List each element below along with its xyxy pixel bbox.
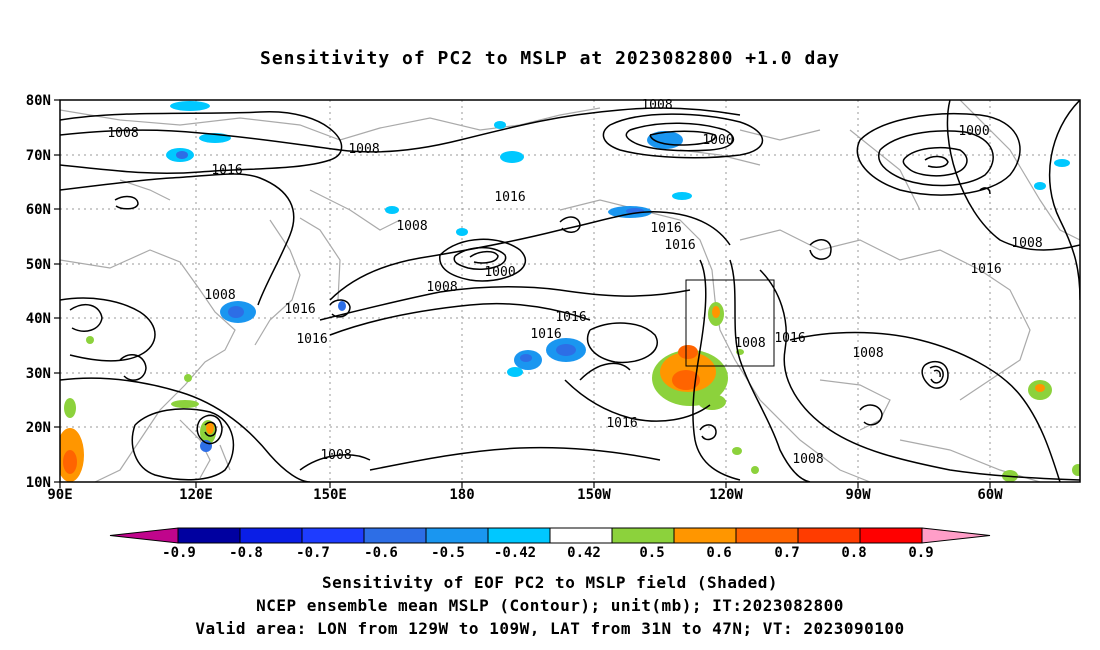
colorbar-low-triangle [109, 527, 179, 544]
lon-label: 180 [449, 487, 474, 503]
lon-label: 150W [577, 487, 611, 503]
lat-label: 60N [26, 202, 51, 218]
contour-label: 1008 [734, 336, 765, 351]
contour-label: 1016 [211, 163, 242, 178]
colorbar-label: 0.6 [706, 545, 731, 561]
contour-label: 1016 [650, 221, 681, 236]
colorbar-swatch [301, 527, 365, 544]
colorbar-label: 0.7 [774, 545, 799, 561]
colorbar-swatch [611, 527, 675, 544]
axis-ticks [54, 99, 991, 488]
contour-label: 1016 [970, 262, 1001, 277]
contour-label: 1016 [555, 310, 586, 325]
contour-label: 1008 [1011, 236, 1042, 251]
contour-label: 1000 [484, 265, 515, 280]
contour-label: 1008 [426, 280, 457, 295]
colorbar-label: 0.8 [841, 545, 866, 561]
contour-label: 1000 [702, 133, 733, 148]
lon-label: 90W [845, 487, 871, 503]
colorbar-swatch [177, 527, 241, 544]
lat-label: 10N [26, 475, 51, 491]
colorbar-labels: -0.9 -0.8 -0.7 -0.6 -0.5 -0.42 0.42 0.5 … [162, 545, 934, 561]
lat-label: 30N [26, 366, 51, 382]
contour-label: 1008 [320, 448, 351, 463]
contour-label: 1016 [530, 327, 561, 342]
footer-caption-1: Sensitivity of EOF PC2 to MSLP field (Sh… [322, 573, 778, 592]
colorbar [109, 527, 991, 544]
colorbar-swatch [735, 527, 799, 544]
contour-label: 1016 [296, 332, 327, 347]
contour-label: 1016 [606, 416, 637, 431]
contour-label: 1008 [348, 142, 379, 157]
footer-caption-2: NCEP ensemble mean MSLP (Contour); unit(… [256, 596, 844, 615]
colorbar-label: 0.42 [567, 545, 601, 561]
page-title: Sensitivity of PC2 to MSLP at 2023082800… [259, 48, 840, 69]
lat-label: 70N [26, 148, 51, 164]
contour-label: 1008 [204, 288, 235, 303]
colorbar-label: 0.5 [639, 545, 664, 561]
colorbar-label: -0.42 [494, 545, 536, 561]
colorbar-high-triangle [921, 527, 991, 544]
contour-label: 1016 [494, 190, 525, 205]
contour-label: 1016 [284, 302, 315, 317]
lon-label: 120E [179, 487, 213, 503]
map-frame [59, 99, 1081, 483]
contour-label: 1008 [396, 219, 427, 234]
lon-label: 60W [977, 487, 1003, 503]
colorbar-label: -0.9 [162, 545, 196, 561]
lon-label: 150E [313, 487, 347, 503]
footer-caption-3: Valid area: LON from 129W to 109W, LAT f… [195, 619, 905, 638]
lat-label: 50N [26, 257, 51, 273]
mslp-contours [60, 100, 1080, 482]
colorbar-swatch [549, 527, 613, 544]
sensitivity-shading [60, 101, 1080, 482]
latitude-labels: 80N 70N 60N 50N 40N 30N 20N 10N [26, 93, 51, 491]
contour-label: 1016 [774, 331, 805, 346]
colorbar-swatch [797, 527, 861, 544]
lat-label: 40N [26, 311, 51, 327]
colorbar-label: 0.9 [908, 545, 933, 561]
lat-label: 80N [26, 93, 51, 109]
colorbar-label: -0.6 [364, 545, 398, 561]
contour-label: 1008 [107, 126, 138, 141]
colorbar-swatch [673, 527, 737, 544]
contour-labels: 1008 1008 1000 1016 1008 1016 1016 1016 … [107, 98, 1042, 467]
contour-label: 1008 [792, 452, 823, 467]
contour-label: 1008 [641, 98, 672, 113]
lon-label: 90E [47, 487, 72, 503]
colorbar-swatch [859, 527, 923, 544]
longitude-labels: 90E 120E 150E 180 150W 120W 90W 60W [47, 487, 1003, 503]
valid-area-box [685, 279, 775, 367]
colorbar-swatch [425, 527, 489, 544]
colorbar-label: -0.5 [431, 545, 465, 561]
contour-label: 1008 [852, 346, 883, 361]
colorbar-swatch [487, 527, 551, 544]
colorbar-swatch [363, 527, 427, 544]
colorbar-label: -0.7 [296, 545, 330, 561]
colorbar-label: -0.8 [229, 545, 263, 561]
lat-label: 20N [26, 420, 51, 436]
contour-label: 1000 [958, 124, 989, 139]
contour-label: 1016 [664, 238, 695, 253]
colorbar-swatch [239, 527, 303, 544]
lon-label: 120W [709, 487, 743, 503]
